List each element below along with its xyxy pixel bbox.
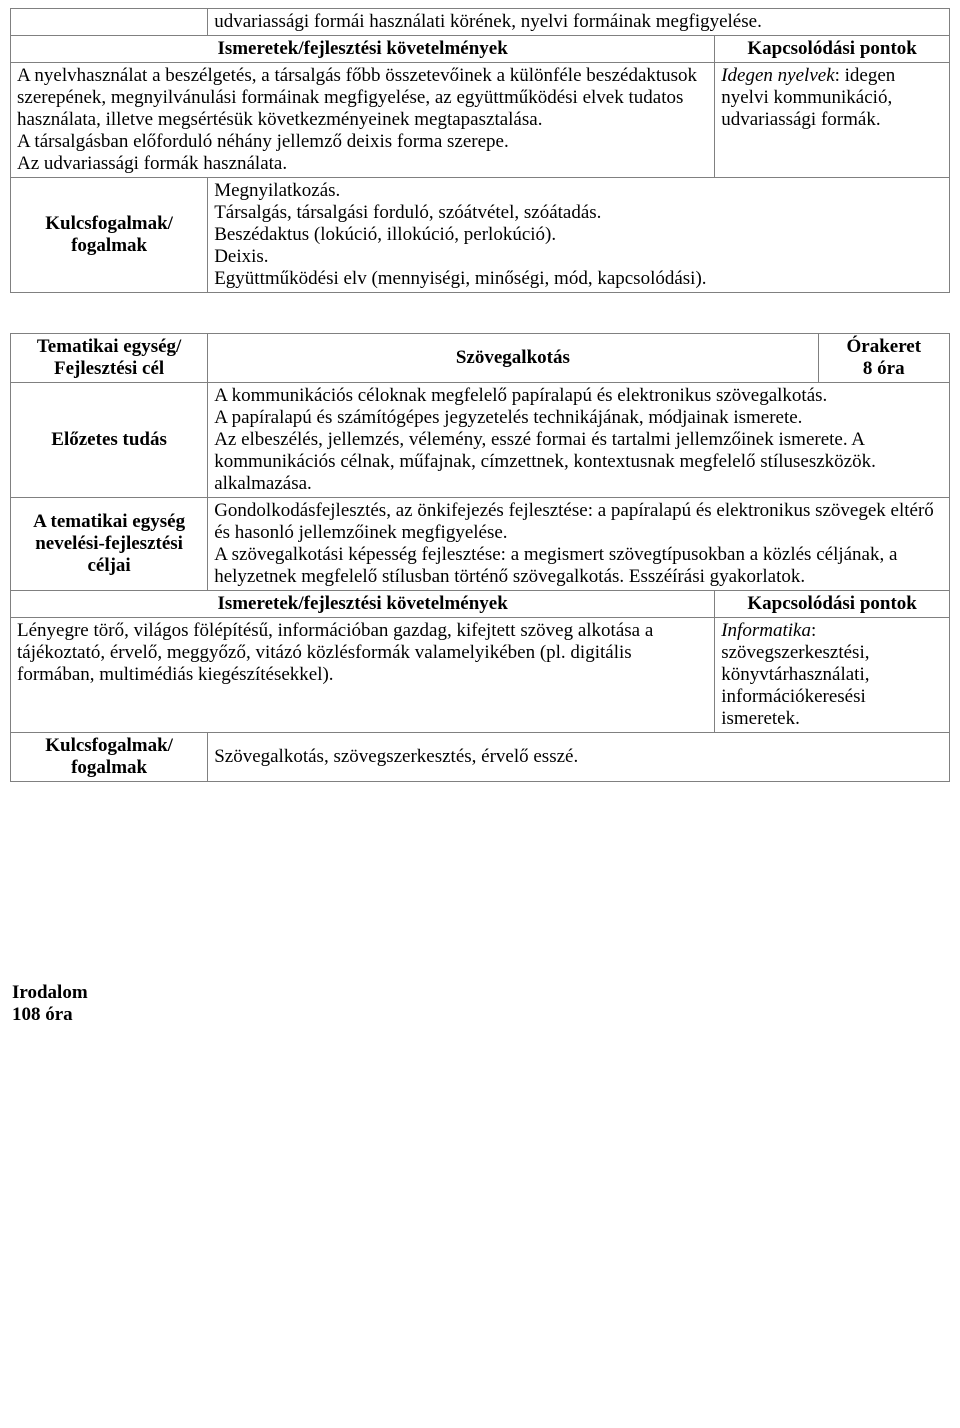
t2-r6c1: Kulcsfogalmak/ fogalmak bbox=[11, 733, 208, 782]
t2-r3c2: Gondolkodásfejlesztés, az önkifejezés fe… bbox=[208, 498, 950, 591]
t2-r4c1: Ismeretek/fejlesztési követelmények bbox=[11, 591, 715, 618]
t1-body-left: A nyelvhasználat a beszélgetés, a társal… bbox=[11, 63, 715, 178]
t2-r5c2: Informatika: szövegszerkesztési, könyvtá… bbox=[715, 618, 950, 733]
t1-body-right-italic: Idegen nyelvek bbox=[721, 65, 834, 86]
t1-header-right: Kapcsolódási pontok bbox=[715, 36, 950, 63]
t1-r0-text: udvariassági formái használati körének, … bbox=[208, 9, 950, 36]
t2-r6c2: Szövegalkotás, szövegszerkesztés, érvelő… bbox=[208, 733, 950, 782]
t2-r1c3: Órakeret 8 óra bbox=[818, 334, 949, 383]
footer-line1: Irodalom bbox=[12, 982, 950, 1004]
t2-r2c2: A kommunikációs céloknak megfelelő papír… bbox=[208, 383, 950, 498]
t1-kulcs-label: Kulcsfogalmak/ fogalmak bbox=[11, 178, 208, 293]
footer-line2: 108 óra bbox=[12, 1004, 950, 1026]
t2-r1c1: Tematikai egység/ Fejlesztési cél bbox=[11, 334, 208, 383]
t2-r5c1: Lényegre törő, világos fölépítésű, infor… bbox=[11, 618, 715, 733]
table-2: Tematikai egység/ Fejlesztési cél Szöveg… bbox=[10, 333, 950, 591]
table-1: udvariassági formái használati körének, … bbox=[10, 8, 950, 293]
t1-kulcs-text: Megnyilatkozás. Társalgás, társalgási fo… bbox=[208, 178, 950, 293]
footer: Irodalom 108 óra bbox=[10, 982, 950, 1026]
table-2b: Ismeretek/fejlesztési követelmények Kapc… bbox=[10, 590, 950, 782]
t1-header-left: Ismeretek/fejlesztési követelmények bbox=[11, 36, 715, 63]
t2-r1c2: Szövegalkotás bbox=[208, 334, 818, 383]
t1-body-right: Idegen nyelvek: idegen nyelvi kommunikác… bbox=[715, 63, 950, 178]
t1-r0-blank bbox=[11, 9, 208, 36]
t2-r2c1: Előzetes tudás bbox=[11, 383, 208, 498]
t2-r5c2-italic: Informatika bbox=[721, 620, 811, 641]
t2-r4c2: Kapcsolódási pontok bbox=[715, 591, 950, 618]
t2-r3c1: A tematikai egység nevelési-fejlesztési … bbox=[11, 498, 208, 591]
